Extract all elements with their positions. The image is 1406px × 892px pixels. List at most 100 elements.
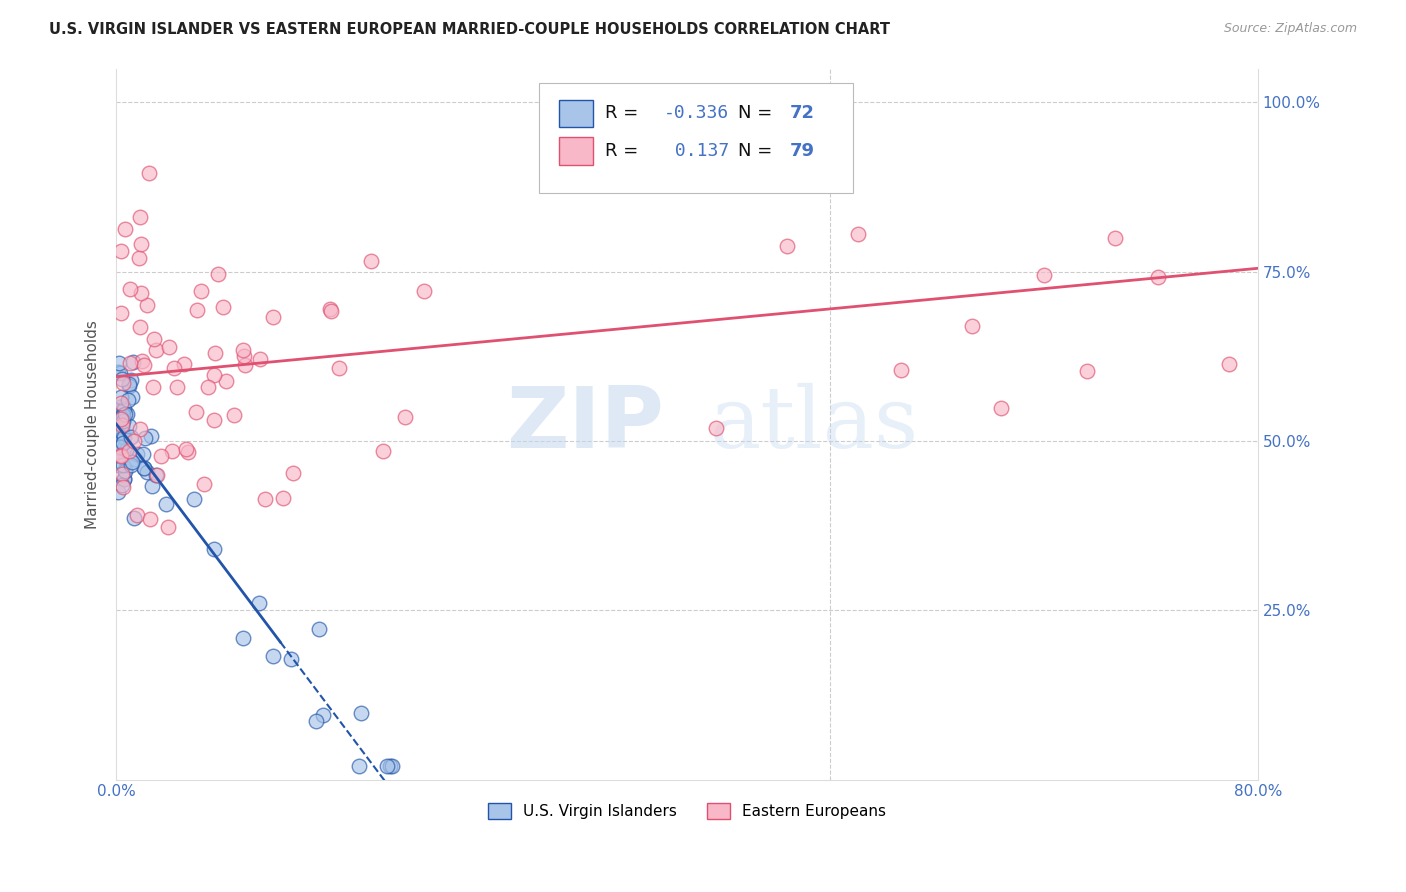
Point [308, 622, 330, 636]
Point [107, 356, 129, 370]
Point [112, 401, 135, 416]
Text: -0.336: -0.336 [664, 104, 730, 122]
Point [222, 409, 245, 423]
Text: R =: R = [605, 142, 638, 160]
Point [110, 306, 132, 320]
Point [114, 463, 136, 477]
Point [132, 460, 155, 475]
Point [166, 380, 188, 394]
Bar [560, 137, 593, 164]
Point [247, 596, 270, 610]
Point [114, 440, 136, 454]
Point [108, 400, 131, 414]
Point [122, 355, 145, 369]
Point [776, 239, 799, 253]
Point [114, 221, 136, 235]
Point [157, 340, 180, 354]
Point [990, 401, 1012, 415]
Legend: U.S. Virgin Islanders, Eastern Europeans: U.S. Virgin Islanders, Eastern Europeans [482, 797, 893, 825]
Text: U.S. VIRGIN ISLANDER VS EASTERN EUROPEAN MARRIED-COUPLE HOUSEHOLDS CORRELATION C: U.S. VIRGIN ISLANDER VS EASTERN EUROPEAN… [49, 22, 890, 37]
Y-axis label: Married-couple Households: Married-couple Households [86, 319, 100, 528]
Point [110, 412, 132, 426]
Point [124, 434, 146, 448]
Point [371, 444, 394, 458]
Text: 0.137: 0.137 [664, 142, 730, 160]
Point [212, 300, 235, 314]
Point [262, 649, 284, 664]
Point [110, 449, 132, 463]
Point [146, 467, 169, 482]
Point [112, 399, 135, 413]
Point [162, 444, 184, 458]
Point [112, 472, 135, 486]
Point [117, 392, 139, 407]
Point [108, 409, 131, 423]
Point [114, 462, 136, 476]
Point [202, 368, 225, 383]
Point [110, 244, 132, 258]
Point [122, 511, 145, 525]
Point [120, 373, 142, 387]
Point [107, 485, 129, 500]
Point [121, 455, 143, 469]
Point [135, 465, 157, 479]
Bar [560, 100, 593, 127]
FancyBboxPatch shape [538, 83, 852, 193]
Point [174, 442, 197, 457]
Point [132, 447, 155, 461]
Point [124, 452, 146, 467]
Point [112, 402, 135, 417]
Point [129, 237, 152, 252]
Point [111, 376, 134, 391]
Point [141, 479, 163, 493]
Point [704, 421, 727, 435]
Point [117, 418, 139, 433]
Point [190, 284, 212, 298]
Point [139, 429, 162, 443]
Point [890, 363, 912, 377]
Point [156, 520, 179, 534]
Point [394, 409, 416, 424]
Point [111, 372, 134, 386]
Point [1104, 231, 1126, 245]
Point [186, 302, 208, 317]
Point [111, 414, 134, 428]
Point [1218, 357, 1240, 371]
Point [111, 436, 134, 450]
Point [197, 380, 219, 394]
Point [163, 361, 186, 376]
Point [111, 417, 134, 432]
Point [347, 759, 370, 773]
Point [129, 285, 152, 300]
Point [115, 407, 138, 421]
Point [360, 254, 382, 268]
Point [120, 430, 142, 444]
Point [107, 365, 129, 379]
Point [110, 449, 132, 463]
Point [129, 320, 152, 334]
Point [271, 491, 294, 505]
Point [232, 343, 254, 357]
Point [129, 211, 152, 225]
Point [328, 360, 350, 375]
Point [118, 376, 141, 391]
Point [155, 497, 177, 511]
Point [120, 282, 142, 296]
Point [283, 467, 305, 481]
Point [110, 478, 132, 492]
Point [128, 251, 150, 265]
Point [1032, 268, 1054, 282]
Point [107, 442, 129, 456]
Point [138, 166, 160, 180]
Point [112, 458, 135, 473]
Point [110, 409, 132, 424]
Point [110, 391, 132, 405]
Point [110, 448, 132, 462]
Point [107, 458, 129, 472]
Point [132, 358, 155, 372]
Point [233, 349, 256, 363]
Point [127, 508, 149, 522]
Point [111, 480, 134, 494]
Text: 72: 72 [790, 104, 815, 122]
Point [204, 346, 226, 360]
